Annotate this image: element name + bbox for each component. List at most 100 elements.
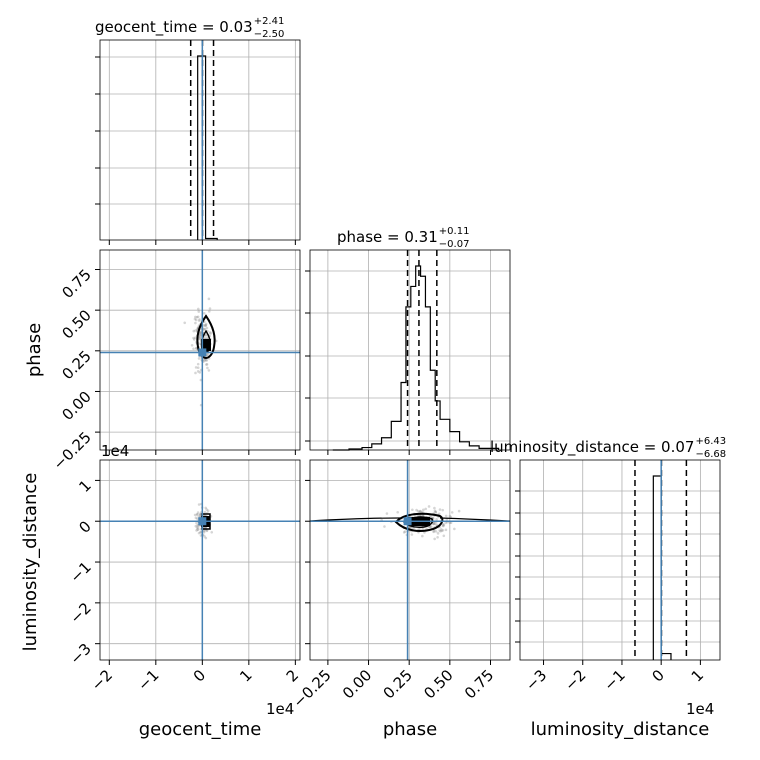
x-tick-label: −2 — [561, 666, 589, 694]
scatter-point — [206, 353, 210, 357]
scatter-point — [196, 512, 199, 516]
scatter-point — [208, 331, 212, 334]
x-tick-label: 1 — [688, 666, 707, 685]
scatter-point — [433, 537, 436, 541]
scatter-point — [442, 534, 446, 538]
scatter-point — [438, 508, 442, 511]
title-luminosity-distance: luminosity_distance = 0.07 — [490, 438, 694, 457]
scatter-point — [198, 337, 201, 341]
y-tick-label: 0.75 — [58, 266, 94, 302]
scatter-point — [199, 334, 202, 338]
scatter-point — [199, 333, 202, 337]
axes-frame — [309, 249, 511, 451]
scatter-point — [432, 522, 436, 525]
x-tick-label: −2 — [88, 666, 116, 694]
quantile-lines-phase — [406, 250, 438, 450]
x-tick-label: −0.25 — [289, 666, 334, 711]
scatter-point — [197, 357, 201, 360]
scatter-point — [437, 512, 441, 516]
scatter-point — [198, 336, 202, 340]
scatter-point — [196, 511, 200, 514]
histogram-step — [332, 265, 500, 451]
scatter-point — [448, 521, 452, 524]
scatter-point — [439, 529, 442, 533]
x-tick-label: −3 — [522, 666, 550, 694]
ticks-phase-hist — [305, 270, 491, 455]
x-tick-label: −1 — [600, 666, 628, 694]
scatter-point — [195, 526, 199, 529]
scatter-point — [439, 527, 443, 531]
x-tick-label: 0 — [190, 666, 209, 685]
scatter-point — [196, 517, 199, 521]
scatter-point — [441, 524, 445, 528]
scatter-point — [453, 527, 456, 531]
scatter-point — [194, 524, 198, 528]
scatter-point — [418, 509, 422, 513]
scatter-point — [440, 529, 444, 533]
scatter-point — [203, 510, 207, 514]
scatter-point — [204, 324, 208, 328]
scatter-point — [193, 317, 197, 321]
y-tick-label: −0.25 — [50, 428, 95, 473]
axes-frame — [99, 39, 301, 241]
title-geocent-time: geocent_time = 0.03 — [95, 18, 253, 37]
y-tick-label: −1 — [66, 558, 94, 586]
hist-geocent-time — [197, 55, 218, 240]
scatter-point — [202, 311, 206, 315]
scatter-point — [199, 331, 203, 334]
panel-phase-vs-geocent-time: −0.25 0.00 0.25 0.50 0.75 phase — [24, 249, 301, 473]
scatter-point — [205, 359, 209, 362]
ticks-geocent-time-hist — [95, 56, 296, 245]
scatter-point — [198, 514, 202, 517]
x-tick-label: 0 — [649, 666, 668, 685]
scatter-point — [444, 528, 448, 532]
scatter-point — [204, 506, 208, 510]
scatter-point — [197, 319, 201, 322]
scatter-point — [432, 522, 435, 526]
ylabel-luminosity-distance: luminosity_distance — [20, 473, 41, 652]
scatter-point — [190, 344, 194, 347]
scatter-point — [203, 359, 206, 363]
scatter-point — [196, 370, 200, 373]
xlabel-luminosity-distance: luminosity_distance — [531, 719, 710, 740]
scatter-point — [203, 535, 206, 538]
scatter-point — [435, 518, 438, 521]
scatter-point — [436, 536, 439, 539]
x-tick-label: −1 — [134, 666, 162, 694]
scatter-point — [418, 527, 422, 531]
panel-ld-vs-geocent-time: −2 −1 0 1 210−1−2−3 1e4 1e4 geocent_time lum… — [20, 442, 302, 740]
scatter-point — [199, 512, 202, 516]
x-tick-label: 0.75 — [461, 666, 497, 702]
scatter-point — [206, 509, 210, 513]
y-tick-label: 0.00 — [58, 388, 94, 424]
scatter-point — [433, 522, 437, 525]
scatter-point — [396, 510, 399, 514]
scatter-point — [202, 529, 206, 533]
scatter-point — [441, 528, 445, 532]
scatter-point — [205, 326, 209, 330]
scatter-point — [198, 335, 202, 339]
scatter-point — [205, 363, 209, 366]
scatter-point — [385, 512, 389, 515]
scatter-point — [202, 530, 206, 534]
title-ld-plus: +6.43 — [695, 436, 726, 447]
ticks-phase-vs-geocent-time: −0.25 0.00 0.25 0.50 0.75 — [50, 266, 296, 473]
scatter-point — [198, 333, 202, 336]
x-tick-label: 1 — [236, 666, 255, 685]
axes-frame — [99, 459, 301, 661]
scatter-point — [205, 363, 208, 366]
scatter-point — [203, 327, 207, 331]
title-phase-plus: +0.11 — [439, 226, 470, 237]
scatter-point — [197, 531, 201, 535]
truth-marker-ld-phase — [403, 517, 412, 526]
scatter-point — [195, 513, 199, 516]
grid-ld-vs-geocent-time — [100, 460, 300, 660]
scatter-point — [209, 332, 212, 335]
scatter-point — [424, 507, 427, 511]
scatter-point — [449, 515, 453, 519]
scatter-point — [416, 509, 420, 513]
scatter-point — [196, 362, 200, 366]
xlabel-phase: phase — [383, 719, 437, 740]
axes-frame — [99, 249, 301, 451]
